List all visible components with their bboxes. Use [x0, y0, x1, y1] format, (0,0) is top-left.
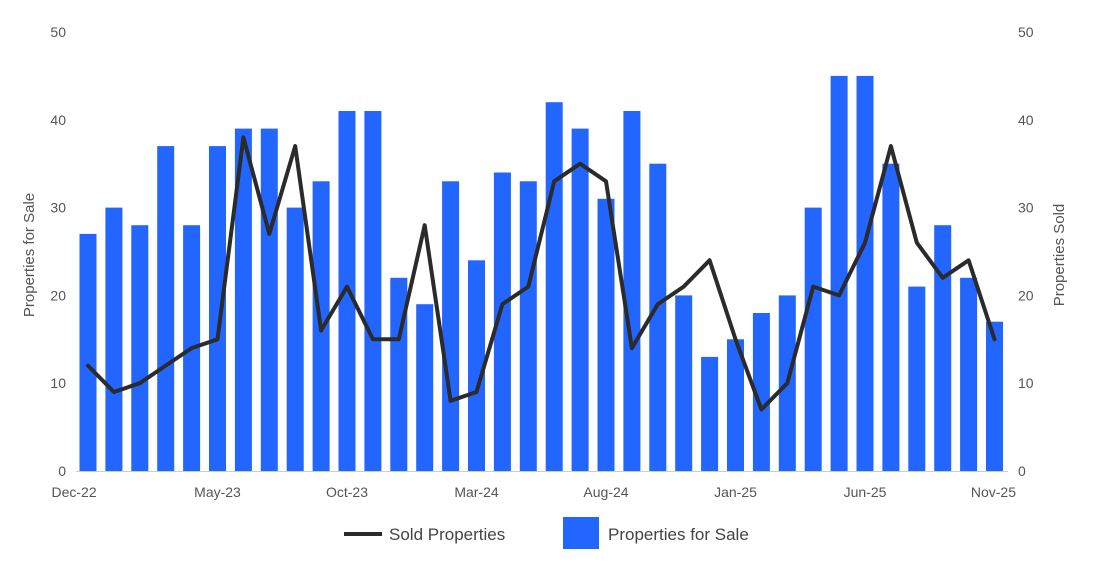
right-axis-tick-label: 50 [1018, 24, 1034, 40]
bar [416, 304, 434, 471]
bar [234, 128, 252, 471]
bar [493, 172, 511, 471]
x-axis-ticks: Dec-22 May-23 Oct-23 Mar-24 Aug-24 Jan-25 Jun-… [52, 484, 1017, 500]
sold-properties-line [86, 135, 997, 412]
bar [209, 146, 226, 471]
right-axis-tick-label: 10 [1018, 375, 1034, 391]
left-axis-tick-label: 0 [58, 463, 66, 479]
left-axis-title: Properties for Sale [21, 193, 38, 317]
left-axis-tick-label: 40 [50, 112, 66, 128]
x-axis-tick-label: Mar-24 [454, 484, 499, 500]
legend-bar-swatch [563, 517, 599, 549]
x-axis-tick-label: Nov-25 [971, 484, 1016, 500]
x-axis-tick-label: Dec-22 [52, 484, 97, 500]
bar [468, 260, 485, 471]
x-axis-tick-label: May-23 [194, 484, 241, 500]
x-axis-tick-label: Jan-25 [714, 484, 757, 500]
bar [727, 339, 744, 471]
bar [649, 163, 667, 471]
right-axis-title: Properties Sold [1051, 204, 1068, 307]
legend-sold-label: Sold Properties [389, 525, 505, 544]
bar [986, 321, 1003, 471]
bar [882, 163, 900, 471]
bar [79, 233, 97, 471]
bar [442, 181, 460, 472]
bar [675, 295, 693, 471]
right-axis-tick-label: 20 [1018, 287, 1034, 303]
right-axis-tick-label: 0 [1018, 463, 1026, 479]
x-axis-tick-label: Aug-24 [583, 484, 628, 500]
left-axis-tick-label: 20 [50, 287, 66, 303]
bar [597, 198, 615, 472]
x-axis-tick-label: Oct-23 [326, 484, 368, 500]
right-axis-tick-label: 30 [1018, 200, 1034, 216]
left-axis-tick-label: 50 [50, 24, 66, 40]
bar [960, 277, 978, 471]
bar [364, 111, 382, 471]
bar [830, 75, 848, 472]
x-axis-tick-label: Jun-25 [844, 484, 887, 500]
bar [571, 128, 589, 471]
left-axis-tick-label: 30 [50, 200, 66, 216]
bar [934, 225, 952, 471]
bar [105, 207, 123, 471]
bar [545, 102, 563, 471]
bar [804, 207, 822, 471]
bar [286, 207, 304, 471]
left-axis-tick-label: 10 [50, 375, 66, 391]
bar [701, 356, 719, 471]
left-axis-ticks: 0 10 20 30 40 50 [50, 24, 66, 479]
bar [131, 225, 149, 471]
bar [519, 181, 537, 472]
bar [908, 286, 926, 471]
legend-for-sale-label: Properties for Sale [608, 525, 749, 544]
bar [260, 128, 278, 471]
bar [856, 75, 874, 472]
bar [157, 146, 175, 471]
bar [623, 111, 641, 471]
right-axis-tick-label: 40 [1018, 112, 1034, 128]
right-axis-ticks: 0 10 20 30 40 50 [1018, 24, 1034, 479]
bar [752, 313, 770, 471]
bar-series [79, 75, 1003, 472]
legend: Sold Properties Properties for Sale [344, 517, 749, 549]
